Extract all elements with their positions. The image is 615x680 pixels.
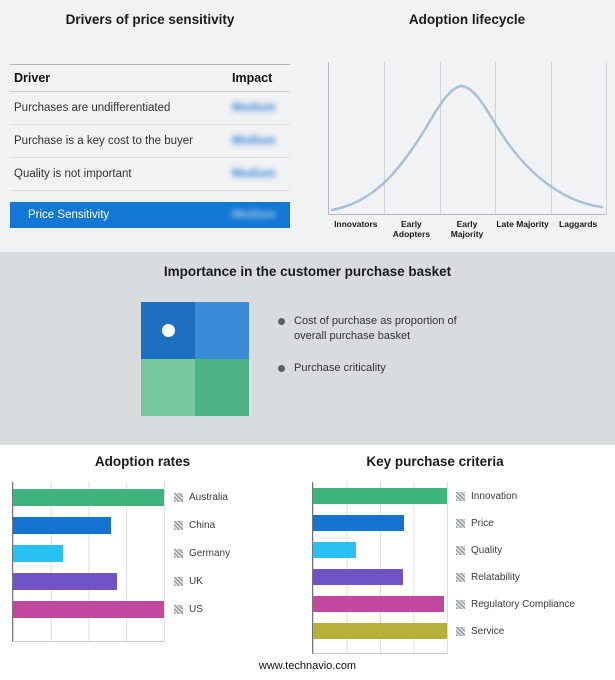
stage-label: Laggards <box>559 219 598 229</box>
gridline <box>550 62 552 214</box>
column-header-impact: Impact <box>232 71 273 85</box>
technavio-url: www.technavio.com <box>258 660 357 672</box>
hatch-swatch-icon <box>174 605 183 614</box>
hatch-swatch-icon <box>456 492 465 501</box>
stage-label: Late Majority <box>496 219 549 229</box>
gridline <box>384 62 386 214</box>
stage-label: Early Majority <box>450 219 484 240</box>
top-section: Drivers of price sensitivity Driver Impa… <box>0 0 615 252</box>
impact-cell-blurred: Medium <box>232 102 276 114</box>
adoption-rates-title: Adoption rates <box>94 454 191 469</box>
hatch-swatch-icon <box>456 573 465 582</box>
legend-label: Service <box>471 626 505 637</box>
legend-item: Regulatory Compliance <box>456 596 575 613</box>
hatch-swatch-icon <box>174 521 183 530</box>
gridline <box>495 62 497 214</box>
hatch-swatch-icon <box>174 577 183 586</box>
legend-item: Australia <box>174 489 228 506</box>
quadrant-bottom-right <box>195 359 249 416</box>
adoption-lifecycle-chart <box>328 62 607 215</box>
key-criteria-title: Key purchase criteria <box>366 454 504 469</box>
bar-us <box>13 601 164 618</box>
quadrant-top-left <box>141 302 195 359</box>
stage-label: Early Adopters <box>392 219 431 240</box>
legend-item: Relatability <box>456 569 520 586</box>
legend-label: Regulatory Compliance <box>471 599 575 610</box>
bar-china <box>13 517 112 534</box>
hatch-swatch-icon <box>456 546 465 555</box>
bar-germany <box>13 545 63 562</box>
legend-item: Quality <box>456 542 502 559</box>
purchase-basket-title: Importance in the customer purchase bask… <box>163 264 452 279</box>
driver-cell: Quality is not important <box>14 168 132 180</box>
drivers-table-header: Driver Impact <box>10 64 290 92</box>
impact-cell-blurred: Medium <box>232 209 276 221</box>
driver-cell: Purchases are undifferentiated <box>14 102 171 114</box>
table-row: Purchases are undifferentiated Medium <box>10 92 290 125</box>
bar-australia <box>13 489 164 506</box>
hatch-swatch-icon <box>456 627 465 636</box>
bar-price <box>313 515 405 531</box>
basket-legend: Cost of purchase as proportion of overal… <box>278 314 493 393</box>
legend-label: Cost of purchase as proportion of overal… <box>294 315 457 342</box>
legend-item: US <box>174 601 203 618</box>
legend-item: Innovation <box>456 488 517 505</box>
gridline <box>606 62 607 214</box>
legend-label: China <box>189 520 216 531</box>
drivers-title: Drivers of price sensitivity <box>65 12 235 27</box>
legend-item: Service <box>456 623 504 640</box>
price-sensitivity-summary-row: Price Sensitivity Medium <box>10 202 290 228</box>
key-criteria-plot <box>312 482 448 654</box>
hatch-swatch-icon <box>456 600 465 609</box>
table-row: Quality is not important Medium <box>10 158 290 191</box>
purchase-basket-quadrant <box>141 302 249 416</box>
legend-item: Purchase criticality <box>278 361 493 376</box>
column-header-driver: Driver <box>14 71 51 85</box>
legend-item: Price <box>456 515 494 532</box>
stage-label: Innovators <box>334 219 378 229</box>
impact-cell-blurred: Medium <box>232 168 276 180</box>
hatch-swatch-icon <box>456 519 465 528</box>
bullet-icon <box>278 318 285 325</box>
summary-label: Price Sensitivity <box>28 209 110 221</box>
bottom-section: Adoption rates Key purchase criteria Aus… <box>0 445 615 680</box>
impact-cell-blurred: Medium <box>232 135 276 147</box>
bar-quality <box>313 542 356 558</box>
bar-innovation <box>313 488 447 504</box>
bar-uk <box>13 573 118 590</box>
quadrant-top-right <box>195 302 249 359</box>
legend-label: Price <box>471 518 494 529</box>
gridline <box>439 62 441 214</box>
legend-label: Germany <box>189 548 231 559</box>
lifecycle-stage-labels: Innovators Early Adopters Early Majority… <box>328 219 606 239</box>
legend-label: Relatability <box>471 572 520 583</box>
legend-label: Purchase criticality <box>294 361 386 374</box>
legend-label: UK <box>189 576 203 587</box>
quadrant-bottom-left <box>141 359 195 416</box>
adoption-rates-plot <box>12 482 165 642</box>
marker-dot-icon <box>162 324 175 337</box>
table-row: Purchase is a key cost to the buyer Medi… <box>10 125 290 158</box>
hatch-swatch-icon <box>174 493 183 502</box>
legend-item: UK <box>174 573 203 590</box>
bell-curve <box>330 84 604 212</box>
legend-label: Innovation <box>471 491 518 502</box>
legend-label: Quality <box>471 545 503 556</box>
hatch-swatch-icon <box>174 549 183 558</box>
legend-item: China <box>174 517 215 534</box>
lifecycle-title: Adoption lifecycle <box>408 12 526 27</box>
driver-cell: Purchase is a key cost to the buyer <box>14 135 193 147</box>
bullet-icon <box>278 364 285 372</box>
bar-relatability <box>313 569 403 585</box>
legend-item: Germany <box>174 545 230 562</box>
bar-service <box>313 623 447 639</box>
purchase-basket-section: Importance in the customer purchase bask… <box>0 252 615 445</box>
legend-item: Cost of purchase as proportion of overal… <box>278 314 493 344</box>
legend-label: Australia <box>189 492 228 503</box>
drivers-table: Driver Impact Purchases are undifferenti… <box>10 64 290 228</box>
legend-label: US <box>189 604 203 615</box>
bar-regulatory-compliance <box>313 596 445 612</box>
